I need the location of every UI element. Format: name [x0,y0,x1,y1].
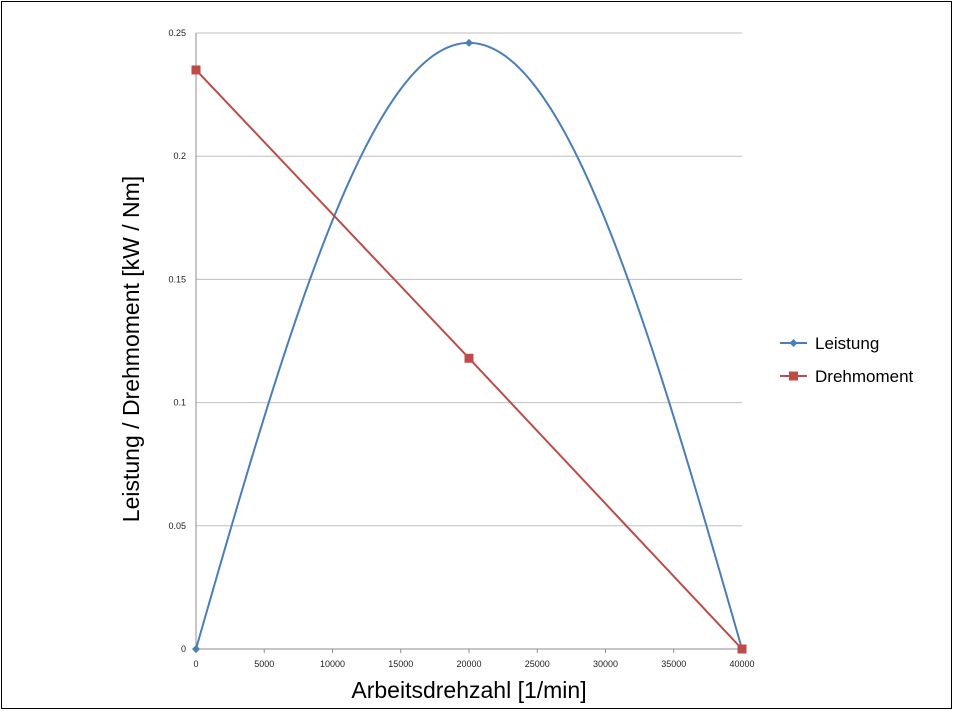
y-tick-label: 0.05 [168,521,186,531]
x-tick-label: 0 [193,659,198,669]
x-tick-label: 35000 [661,659,686,669]
x-axis-title: Arbeitsdrehzahl [1/min] [351,677,586,703]
grid-lines [195,32,743,653]
x-tick-labels: 0 5000 10000 15000 20000 25000 30000 35000 40000 [193,659,754,669]
x-tick-label: 10000 [320,659,345,669]
x-tick-label: 5000 [254,659,274,669]
x-tick-label: 30000 [593,659,618,669]
legend-marker-leistung [789,339,798,347]
y-axis-title: Leistung / Drehmoment [kW / Nm] [118,176,144,522]
data-point-drehmoment [737,644,747,654]
y-tick-label: 0.25 [168,28,186,38]
y-tick-labels: 0 0.05 0.1 0.15 0.2 0.25 [168,28,186,654]
y-tick-label: 0.1 [173,398,186,408]
data-point-leistung [192,645,200,653]
data-point-drehmoment [191,65,201,75]
y-tick-label: 0 [181,644,186,654]
legend-label-drehmoment: Drehmoment [815,367,914,386]
x-tick-label: 20000 [456,659,481,669]
x-tick-label: 25000 [525,659,550,669]
series-lines [191,38,747,654]
legend-label-leistung: Leistung [815,334,879,353]
x-tick-label: 15000 [388,659,413,669]
data-point-leistung [465,38,473,47]
y-tick-label: 0.15 [168,274,186,284]
series-line-leistung [195,41,743,650]
y-tick-label: 0.2 [173,151,186,161]
legend-marker-drehmoment [789,371,798,381]
legend: Leistung Drehmoment [780,334,914,386]
data-point-drehmoment [464,353,474,363]
x-tick-label: 40000 [729,659,754,669]
